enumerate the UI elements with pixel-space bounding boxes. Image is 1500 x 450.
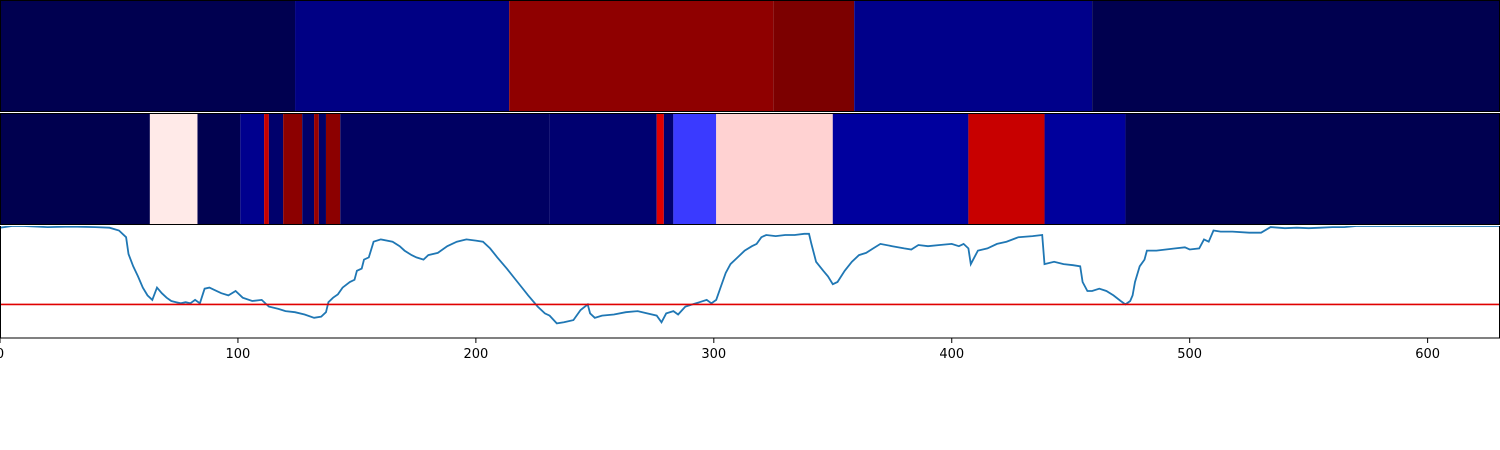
heatmap-segment [314, 113, 319, 225]
heatmap-segment [268, 113, 284, 225]
x-axis: 0 100 200 300 400 500 600 [0, 338, 1440, 362]
heatmap-segment [340, 113, 550, 225]
heatmap-segment [149, 113, 198, 225]
heatmap-segment [1125, 113, 1499, 225]
heatmap-segment [240, 113, 265, 225]
heatmap-segment [325, 113, 341, 225]
heatmap-segment [295, 0, 510, 112]
heatmap-segment [0, 0, 296, 112]
heatmap-segment [197, 113, 241, 225]
heatmap-segment [549, 113, 657, 225]
heatmap-segment [968, 113, 1045, 225]
heatmap-segment [264, 113, 269, 225]
x-tick-label: 500 [1177, 347, 1202, 362]
line-panel-background [0, 226, 1500, 338]
x-tick-label: 600 [1415, 347, 1440, 362]
heatmap-segment [716, 113, 833, 225]
line-plot-panel [0, 226, 1500, 339]
x-tick-label: 400 [939, 347, 964, 362]
heatmap-segment [1092, 0, 1499, 112]
heatmap-segment [663, 113, 674, 225]
heatmap-segment [318, 113, 326, 225]
heatmap-segment [509, 0, 774, 112]
x-tick-label: 0 [0, 347, 4, 362]
heatmap-segment [773, 0, 855, 112]
heatmap-segment [0, 113, 150, 225]
x-tick-label: 300 [701, 347, 726, 362]
heatmap-segment [656, 113, 664, 225]
heatmap-segment [1044, 113, 1126, 225]
heatmap-track-1 [0, 0, 1500, 112]
heatmap-segment [854, 0, 1093, 112]
heatmap-segment [673, 113, 717, 225]
x-tick-label: 100 [226, 347, 251, 362]
heatmap-segment [283, 113, 303, 225]
heatmap-track-2 [0, 113, 1500, 225]
heatmap-segment [832, 113, 969, 225]
heatmap-segment [302, 113, 315, 225]
x-tick-label: 200 [463, 347, 488, 362]
series-line [0, 226, 1499, 325]
